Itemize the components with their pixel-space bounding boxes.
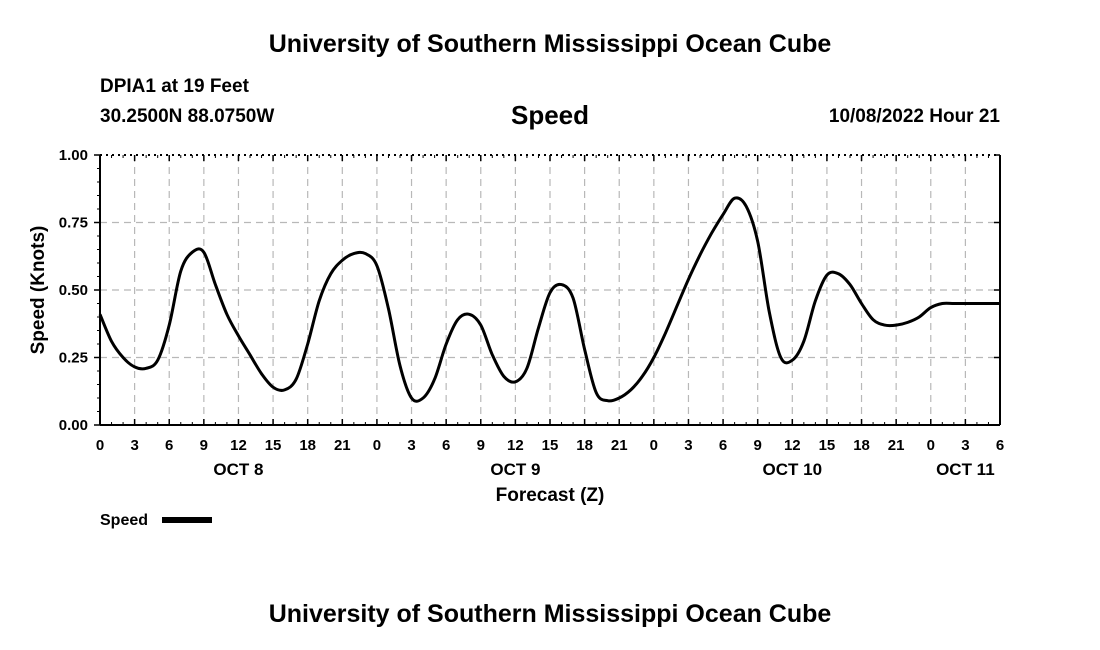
- x-tick-label: 12: [230, 437, 247, 454]
- x-day-label: OCT 10: [763, 460, 823, 479]
- x-tick-label: 15: [542, 437, 559, 454]
- x-tick-label: 6: [165, 437, 173, 454]
- station-coordinates: 30.2500N 88.0750W: [100, 106, 275, 127]
- forecast-timestamp: 10/08/2022 Hour 21: [828, 106, 1000, 127]
- x-tick-label: 21: [888, 437, 905, 454]
- y-tick-label: 0.75: [59, 215, 88, 232]
- x-tick-label: 0: [927, 437, 935, 454]
- x-tick-label: 0: [373, 437, 381, 454]
- x-tick-label: 0: [96, 437, 104, 454]
- x-tick-label: 21: [611, 437, 628, 454]
- x-tick-label: 6: [442, 437, 450, 454]
- series-layer: [98, 196, 1000, 403]
- x-tick-label: 9: [200, 437, 208, 454]
- footer-title: University of Southern Mississippi Ocean…: [268, 600, 832, 628]
- x-tick-label: 15: [819, 437, 836, 454]
- x-tick-label: 12: [784, 437, 801, 454]
- speed-series-line: [98, 196, 1000, 403]
- page-title: University of Southern Mississippi Ocean…: [268, 30, 832, 58]
- x-day-label: OCT 8: [213, 460, 263, 479]
- y-tick-label: 1.00: [59, 147, 88, 164]
- x-day-label: OCT 11: [936, 460, 995, 479]
- x-tick-label: 12: [507, 437, 524, 454]
- legend-label: Speed: [100, 512, 148, 529]
- x-tick-label: 9: [754, 437, 762, 454]
- y-tick-label: 0.50: [59, 282, 88, 299]
- x-day-label: OCT 9: [490, 460, 540, 479]
- x-axis-title: Forecast (Z): [496, 485, 605, 506]
- x-tick-label: 21: [334, 437, 351, 454]
- x-tick-label: 3: [961, 437, 969, 454]
- x-tick-label: 18: [576, 437, 593, 454]
- x-tick-label: 3: [684, 437, 692, 454]
- station-label: DPIA1 at 19 Feet: [100, 76, 249, 97]
- grid-layer: [100, 155, 1000, 425]
- y-axis-title: Speed (Knots): [28, 226, 49, 355]
- x-tick-label: 6: [996, 437, 1004, 454]
- x-tick-label: 6: [719, 437, 727, 454]
- chart-title: Speed: [510, 100, 590, 130]
- y-tick-label: 0.25: [59, 350, 88, 367]
- x-tick-label: 3: [407, 437, 415, 454]
- x-tick-label: 18: [299, 437, 316, 454]
- x-tick-label: 9: [477, 437, 485, 454]
- x-tick-label: 3: [130, 437, 138, 454]
- legend: Speed: [100, 512, 212, 529]
- x-tick-label: 0: [650, 437, 658, 454]
- x-tick-label: 15: [265, 437, 282, 454]
- y-tick-label: 0.00: [59, 417, 88, 434]
- axis-layer: 0 3 6 9 12 15 18 21 0 3 6 9 12 15 18 21 0 3 6 9 12 15 18 21 0 3 6 0…: [59, 147, 1004, 479]
- x-tick-label: 18: [853, 437, 870, 454]
